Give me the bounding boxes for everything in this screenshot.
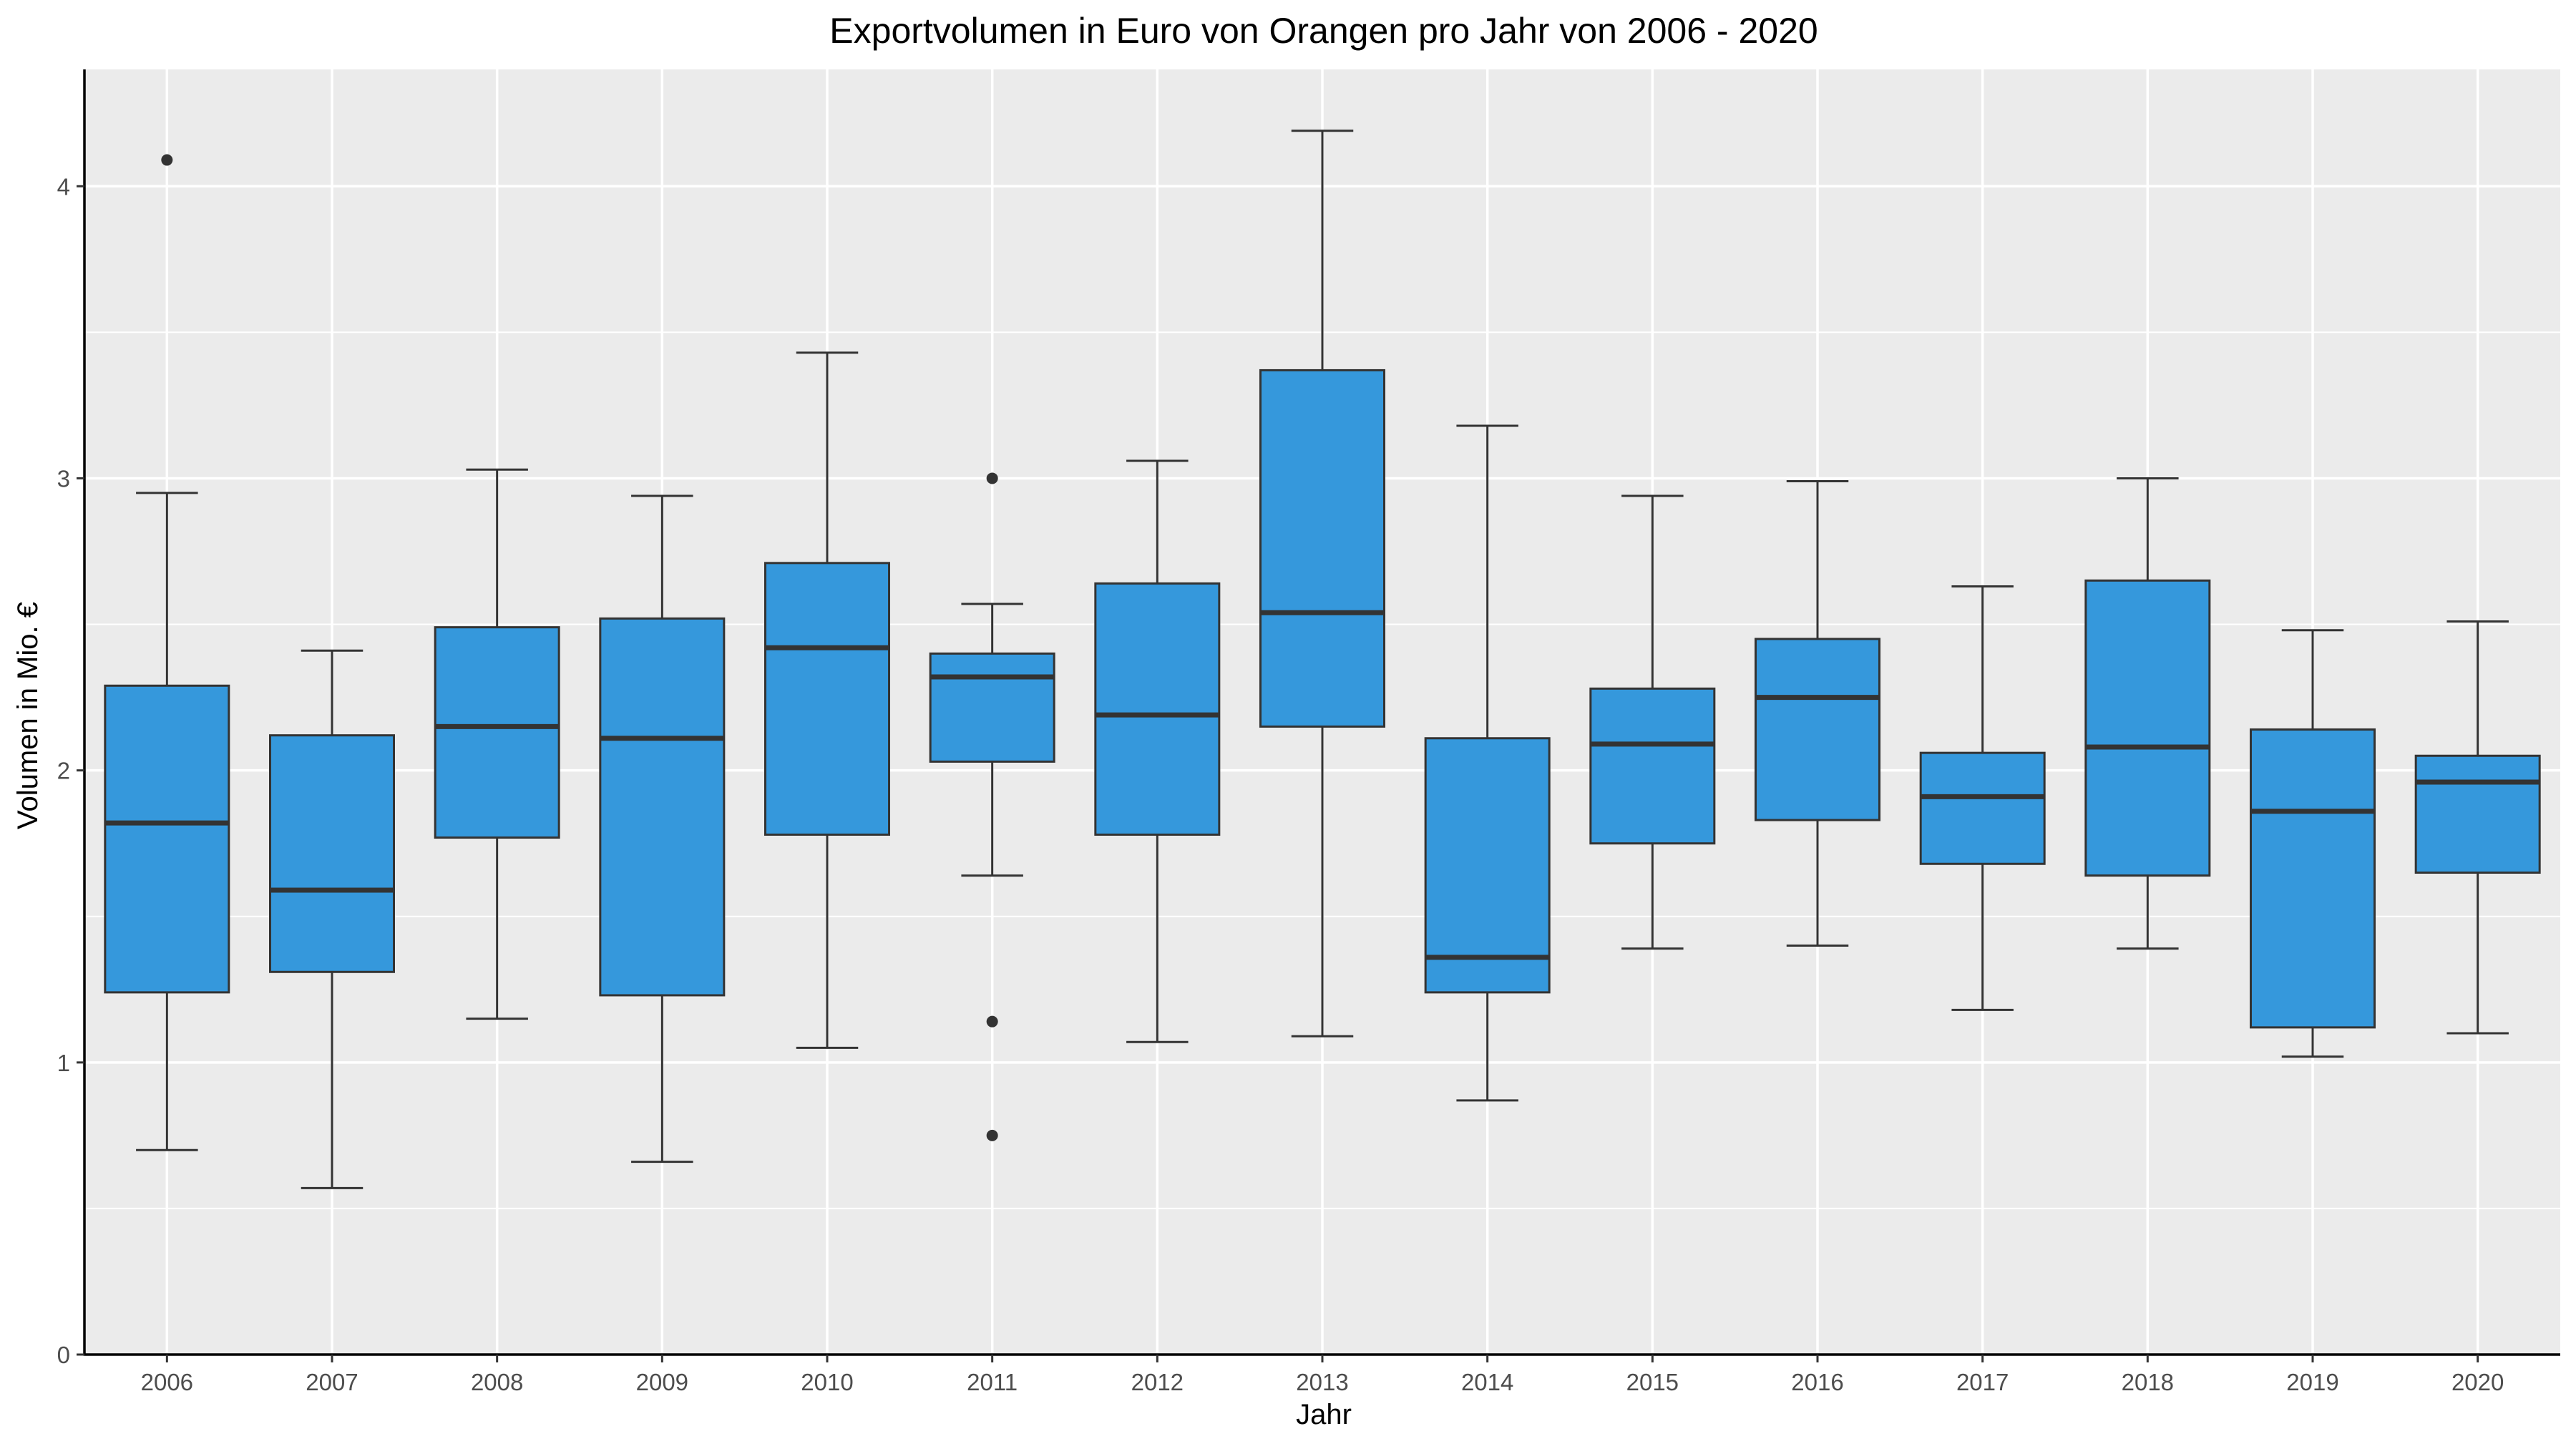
box-2008 [434, 468, 560, 1020]
box-2010 [764, 351, 890, 1049]
box-iqr [2084, 579, 2211, 877]
outlier-point [986, 1129, 998, 1141]
outlier-point [986, 472, 998, 484]
x-tick-label: 2008 [471, 1369, 523, 1395]
boxes [104, 130, 2541, 1189]
x-tick-label: 2013 [1296, 1369, 1348, 1395]
box-2009 [599, 494, 726, 1163]
box-iqr [1755, 638, 1880, 821]
box-iqr [1919, 751, 2046, 865]
x-tick-label: 2020 [2451, 1369, 2504, 1395]
box-iqr [1589, 687, 1716, 845]
box-iqr [269, 734, 395, 973]
x-tick-label: 2014 [1461, 1369, 1513, 1395]
box-2017 [1919, 585, 2046, 1011]
y-tick-label: 2 [57, 758, 70, 784]
x-tick-label: 2007 [306, 1369, 358, 1395]
y-tick-label: 1 [57, 1050, 70, 1076]
x-tick-label: 2006 [141, 1369, 193, 1395]
y-axis-title: Volumen in Mio. € [12, 602, 44, 829]
y-tick-label: 4 [57, 173, 70, 200]
box-2011 [929, 472, 1055, 1141]
outlier-point [986, 1015, 998, 1028]
box-2014 [1424, 424, 1551, 1102]
box-iqr [764, 562, 890, 836]
axes: 0 1 2 3 4 2006 2007 2008 2009 2010 2011 2012 2013 201… [57, 69, 2560, 1395]
box-2020 [2414, 620, 2541, 1035]
box-iqr [929, 652, 1055, 763]
chart-title: Exportvolumen in Euro von Orangen pro Ja… [829, 11, 1818, 51]
box-iqr [2414, 754, 2541, 874]
x-tick-label: 2015 [1626, 1369, 1679, 1395]
box-2016 [1755, 480, 1880, 947]
box-2013 [1259, 130, 1385, 1038]
box-iqr [1259, 369, 1385, 728]
box-iqr [434, 626, 560, 839]
box-iqr [599, 617, 726, 997]
x-tick-label: 2012 [1131, 1369, 1184, 1395]
box-2006 [104, 154, 230, 1151]
x-tick-label: 2016 [1791, 1369, 1843, 1395]
x-tick-label: 2010 [801, 1369, 853, 1395]
box-2018 [2084, 477, 2211, 950]
x-tick-label: 2018 [2122, 1369, 2174, 1395]
box-2012 [1094, 459, 1221, 1043]
x-tick-label: 2019 [2286, 1369, 2338, 1395]
box-iqr [1424, 737, 1551, 994]
box-2019 [2250, 629, 2376, 1058]
box-iqr [2250, 728, 2376, 1029]
x-axis-title: Jahr [1296, 1399, 1352, 1430]
box-iqr [104, 684, 230, 994]
y-tick-label: 0 [57, 1342, 70, 1368]
outlier-point [161, 154, 173, 166]
x-tick-label: 2011 [967, 1369, 1018, 1395]
y-tick-label: 3 [57, 465, 70, 492]
box-iqr [1094, 582, 1221, 836]
x-tick-label: 2009 [636, 1369, 688, 1395]
x-tick-label: 2017 [1956, 1369, 2009, 1395]
box-2007 [269, 649, 395, 1189]
box-2015 [1589, 494, 1716, 950]
